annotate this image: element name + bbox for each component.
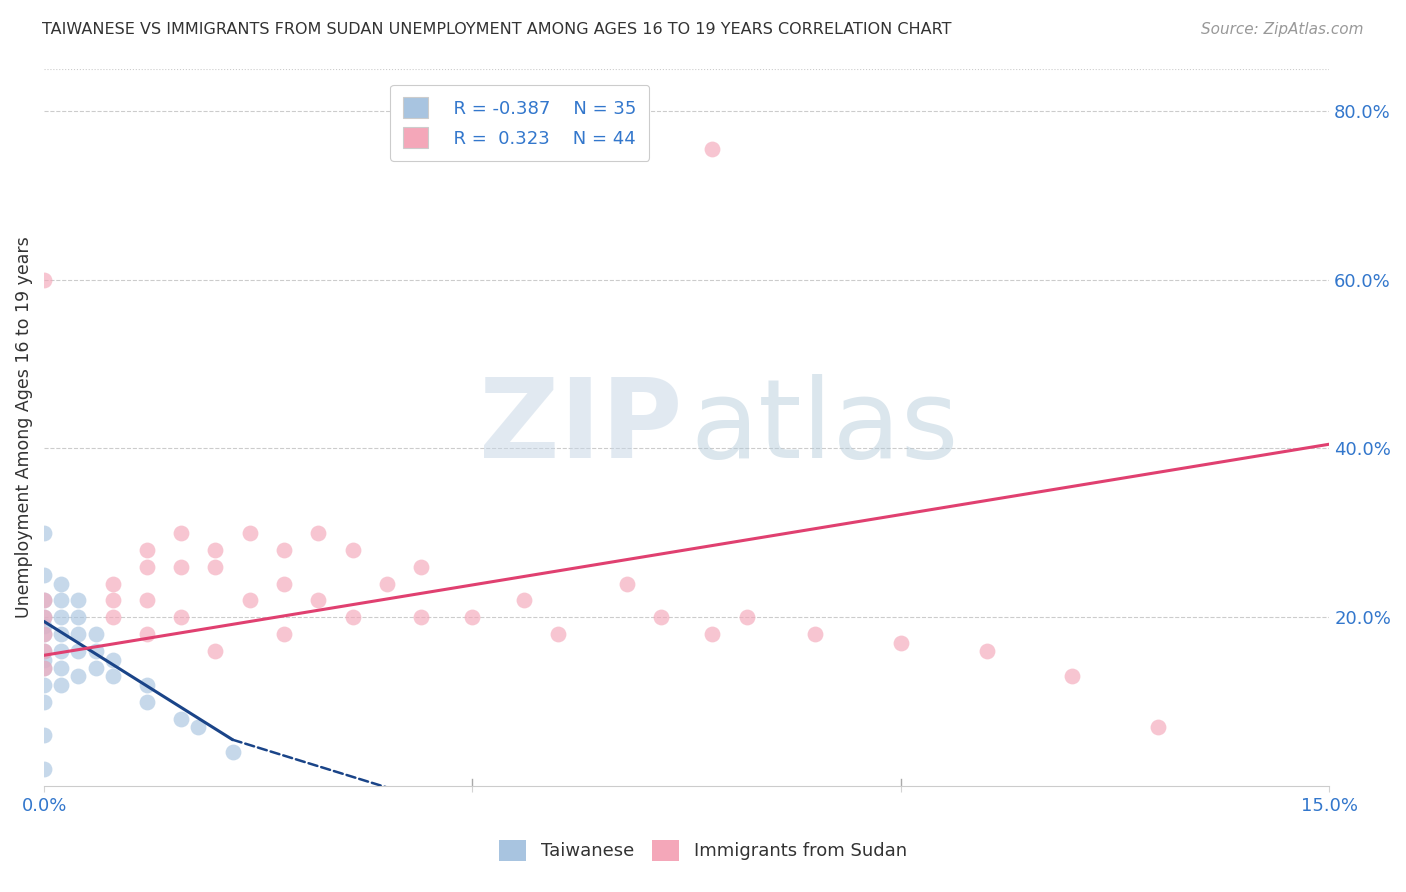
Point <box>409 559 432 574</box>
Point <box>51 610 73 624</box>
Point <box>221 745 243 759</box>
Point <box>32 610 55 624</box>
Point <box>616 576 638 591</box>
Point <box>307 593 329 607</box>
Point <box>32 762 55 776</box>
Point <box>547 627 569 641</box>
Point <box>273 627 295 641</box>
Point <box>1147 720 1170 734</box>
Point <box>84 627 107 641</box>
Point <box>32 644 55 658</box>
Point <box>101 576 124 591</box>
Point <box>273 576 295 591</box>
Point <box>32 525 55 540</box>
Point <box>204 644 226 658</box>
Point <box>101 610 124 624</box>
Y-axis label: Unemployment Among Ages 16 to 19 years: Unemployment Among Ages 16 to 19 years <box>15 236 32 618</box>
Point <box>735 610 758 624</box>
Point <box>32 695 55 709</box>
Point <box>135 627 157 641</box>
Point <box>170 559 193 574</box>
Point <box>375 576 398 591</box>
Point <box>32 729 55 743</box>
Point <box>32 272 55 286</box>
Point <box>51 644 73 658</box>
Point <box>51 678 73 692</box>
Point <box>67 644 90 658</box>
Point <box>67 627 90 641</box>
Point <box>51 627 73 641</box>
Point <box>307 525 329 540</box>
Text: TAIWANESE VS IMMIGRANTS FROM SUDAN UNEMPLOYMENT AMONG AGES 16 TO 19 YEARS CORREL: TAIWANESE VS IMMIGRANTS FROM SUDAN UNEMP… <box>42 22 952 37</box>
Text: Source: ZipAtlas.com: Source: ZipAtlas.com <box>1201 22 1364 37</box>
Legend: Taiwanese, Immigrants from Sudan: Taiwanese, Immigrants from Sudan <box>491 830 915 870</box>
Point <box>51 661 73 675</box>
Point <box>273 542 295 557</box>
Point <box>170 525 193 540</box>
Point <box>702 627 724 641</box>
Point <box>976 644 998 658</box>
Point <box>32 652 55 666</box>
Point <box>135 695 157 709</box>
Point <box>461 610 484 624</box>
Point <box>135 678 157 692</box>
Point <box>101 593 124 607</box>
Point <box>409 610 432 624</box>
Point <box>84 644 107 658</box>
Point <box>342 610 364 624</box>
Text: ZIP: ZIP <box>479 374 683 481</box>
Point <box>804 627 827 641</box>
Point <box>135 559 157 574</box>
Point <box>32 593 55 607</box>
Point <box>32 661 55 675</box>
Point <box>32 618 55 632</box>
Point <box>32 627 55 641</box>
Point <box>342 542 364 557</box>
Point <box>32 661 55 675</box>
Point <box>67 593 90 607</box>
Point <box>101 669 124 683</box>
Point <box>135 542 157 557</box>
Text: atlas: atlas <box>690 374 959 481</box>
Point <box>101 652 124 666</box>
Point <box>32 593 55 607</box>
Point <box>51 576 73 591</box>
Point <box>84 661 107 675</box>
Point <box>170 610 193 624</box>
Point <box>32 678 55 692</box>
Point <box>32 627 55 641</box>
Point <box>239 525 262 540</box>
Point <box>170 712 193 726</box>
Point <box>513 593 536 607</box>
Point <box>135 593 157 607</box>
Point <box>51 593 73 607</box>
Point <box>187 720 209 734</box>
Point <box>650 610 672 624</box>
Point <box>204 559 226 574</box>
Point <box>32 644 55 658</box>
Point <box>890 635 912 649</box>
Legend:   R = -0.387    N = 35,   R =  0.323    N = 44: R = -0.387 N = 35, R = 0.323 N = 44 <box>389 85 650 161</box>
Point <box>32 610 55 624</box>
Point <box>67 610 90 624</box>
Point <box>32 568 55 582</box>
Point <box>67 669 90 683</box>
Point <box>204 542 226 557</box>
Point <box>239 593 262 607</box>
Point <box>702 142 724 156</box>
Point <box>1062 669 1084 683</box>
